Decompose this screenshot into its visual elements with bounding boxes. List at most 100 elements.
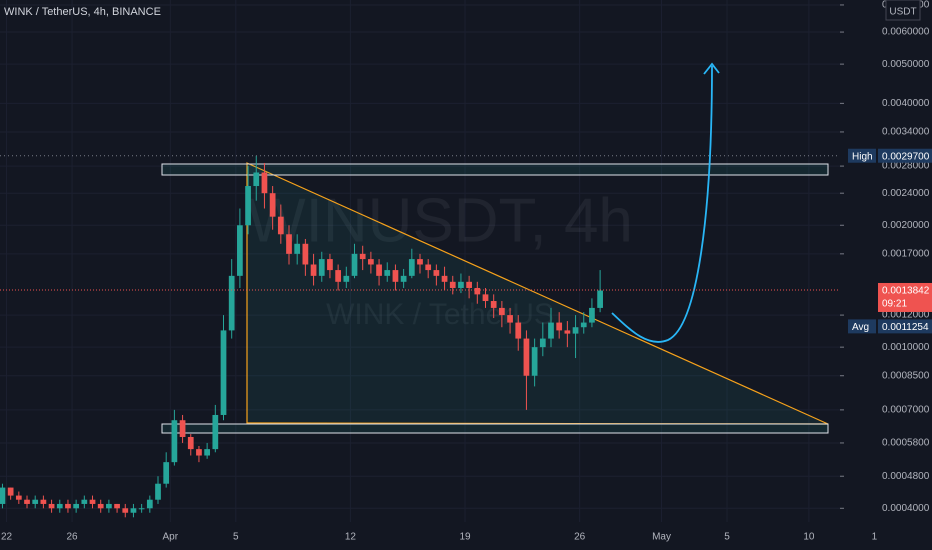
x-tick-label: 26 [66, 532, 78, 543]
chart-title: WINK / TetherUS, 4h, BINANCE [4, 6, 161, 18]
y-axis-unit: USDT [889, 7, 916, 18]
y-tick-label: 0.0012000 [882, 310, 930, 321]
y-tick-label: 0.0020000 [882, 220, 930, 231]
x-tick-label: 5 [233, 532, 239, 543]
candle-body [310, 264, 317, 276]
marker-name-box [848, 148, 876, 163]
candle-body [171, 420, 178, 463]
candle-body [204, 449, 210, 456]
candle-body [212, 414, 219, 450]
x-tick-label: 22 [1, 532, 13, 543]
candle-body [515, 322, 522, 339]
support-box [161, 423, 829, 434]
marker-value-box [878, 319, 932, 334]
candle-body [327, 259, 333, 271]
candle-body [40, 499, 47, 504]
candle-body [146, 499, 153, 509]
candle-body [572, 327, 579, 334]
candle-body [7, 487, 14, 496]
y-tick-label: 0.0017000 [882, 248, 930, 259]
projection-arrow [611, 65, 713, 343]
candle-body [466, 281, 472, 288]
candle-body [106, 503, 112, 509]
candle-body [343, 275, 350, 282]
candle-body [458, 281, 464, 288]
candle-body [24, 499, 30, 504]
last-price-box [878, 282, 932, 312]
candle-body [507, 315, 513, 323]
candle-body [474, 287, 481, 295]
marker-value: 0.0011254 [882, 322, 929, 333]
candle-body [138, 508, 145, 510]
y-tick-label: 0.0034000 [882, 127, 930, 138]
candle-body [392, 270, 399, 282]
candle-body [32, 499, 39, 504]
candle-body [65, 503, 71, 509]
arrow-head [703, 62, 720, 75]
candle-body [589, 307, 595, 323]
candle-body [253, 172, 260, 187]
x-tick-label: 26 [574, 532, 586, 543]
candle-body [351, 253, 358, 276]
time-axis [0, 522, 932, 550]
candle-body [548, 322, 554, 339]
candle-body [196, 449, 202, 456]
candle-body [433, 270, 440, 276]
candle-body [286, 234, 292, 254]
candle-body [261, 172, 268, 194]
marker-name-box [848, 319, 876, 334]
candle-body [155, 483, 161, 500]
candle-body [539, 338, 546, 348]
candle-body [580, 322, 587, 328]
candle-body [400, 275, 407, 282]
candle-body [114, 503, 120, 509]
candle-body [441, 275, 448, 282]
y-tick-label: 0.0028000 [882, 161, 930, 172]
candle-body [368, 259, 374, 265]
candle-body [97, 503, 104, 509]
candle-body [531, 347, 538, 376]
candle-body [523, 338, 530, 376]
candle-body [564, 330, 571, 334]
candle-body [449, 281, 456, 288]
candle-body [163, 462, 170, 484]
price-axis [840, 0, 932, 522]
y-tick-label: 0.0007000 [882, 405, 930, 416]
candle-body [490, 301, 497, 308]
marker-value: 0.0029700 [882, 151, 930, 162]
y-tick-label: 0.0060000 [882, 27, 930, 38]
candle-body [384, 270, 391, 276]
candle-body [245, 186, 251, 226]
candle-body [0, 487, 6, 504]
candle-body [15, 495, 22, 500]
candle-body [556, 322, 563, 331]
candle-body [277, 216, 284, 235]
marker-name: Avg [852, 322, 869, 333]
candle-body [376, 264, 382, 276]
candle-body [220, 330, 227, 415]
y-tick-label: 0.0008500 [882, 370, 930, 381]
y-tick-label: 0.0005800 [882, 438, 930, 449]
candle-body [269, 193, 276, 217]
candle-body [73, 503, 80, 509]
y-tick-label: 0.0040000 [882, 98, 930, 109]
unit-box [885, 0, 921, 21]
candle-body [56, 503, 63, 509]
marker-name: High [852, 151, 873, 162]
candle-body [187, 436, 194, 450]
marker-value-box [878, 148, 932, 163]
x-tick-label: 5 [724, 532, 730, 543]
candle-body [417, 259, 423, 265]
candle-body [89, 499, 96, 504]
candle-body [179, 420, 186, 437]
candle-body [597, 290, 603, 308]
x-tick-label: Apr [163, 532, 179, 543]
candle-body [48, 503, 55, 509]
x-tick-label: 10 [803, 532, 815, 543]
candles [0, 155, 603, 518]
candle-body [237, 225, 243, 276]
y-tick-label: 0.0010000 [882, 342, 930, 353]
y-tick-label: 0.0004800 [882, 471, 930, 482]
